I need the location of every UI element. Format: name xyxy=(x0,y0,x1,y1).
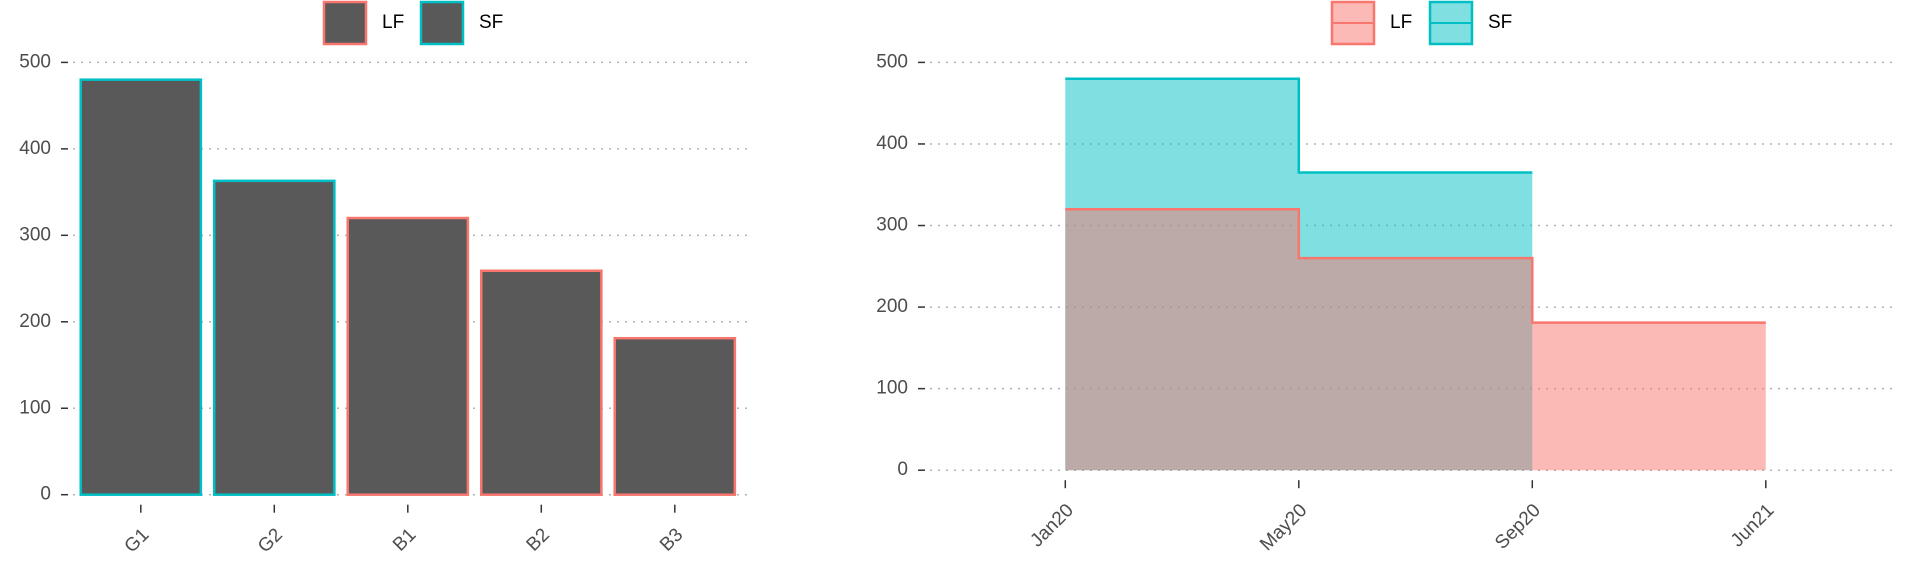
x-tick-label: B2 xyxy=(523,524,554,555)
legend-label: LF xyxy=(382,12,404,33)
area xyxy=(1065,209,1766,471)
x-tick-label: May20 xyxy=(1256,500,1311,555)
step-line xyxy=(1065,77,1533,174)
y-tick-label: 0 xyxy=(897,459,908,480)
bar xyxy=(346,216,470,496)
bar xyxy=(212,179,336,496)
x-tick-label: G1 xyxy=(121,524,154,557)
y-tick-label: 300 xyxy=(19,224,51,245)
bar xyxy=(79,78,203,496)
legend-key xyxy=(322,0,368,46)
x-tick-label: G2 xyxy=(254,524,287,557)
y-tick-label: 300 xyxy=(876,215,908,236)
y-tick-label: 0 xyxy=(40,484,51,505)
legend-label: LF xyxy=(1390,12,1412,33)
legend-key xyxy=(419,0,465,46)
x-tick-label: Jun21 xyxy=(1727,500,1778,551)
x-tick-label: B1 xyxy=(389,524,420,555)
y-tick-label: 500 xyxy=(19,51,51,72)
bar xyxy=(479,269,603,496)
x-tick-label: B3 xyxy=(656,524,687,555)
y-tick-label: 100 xyxy=(876,378,908,399)
legend-label: SF xyxy=(1488,12,1512,33)
x-tick-label: Jan20 xyxy=(1026,500,1077,551)
step-line xyxy=(1065,207,1766,324)
bar xyxy=(613,336,737,496)
y-tick-label: 500 xyxy=(876,51,908,72)
y-tick-label: 200 xyxy=(19,311,51,332)
x-tick-label: Sep20 xyxy=(1491,500,1545,554)
y-tick-label: 100 xyxy=(19,397,51,418)
legend-label: SF xyxy=(479,12,503,33)
y-tick-label: 400 xyxy=(876,133,908,154)
y-tick-label: 400 xyxy=(19,138,51,159)
y-tick-label: 200 xyxy=(876,296,908,317)
